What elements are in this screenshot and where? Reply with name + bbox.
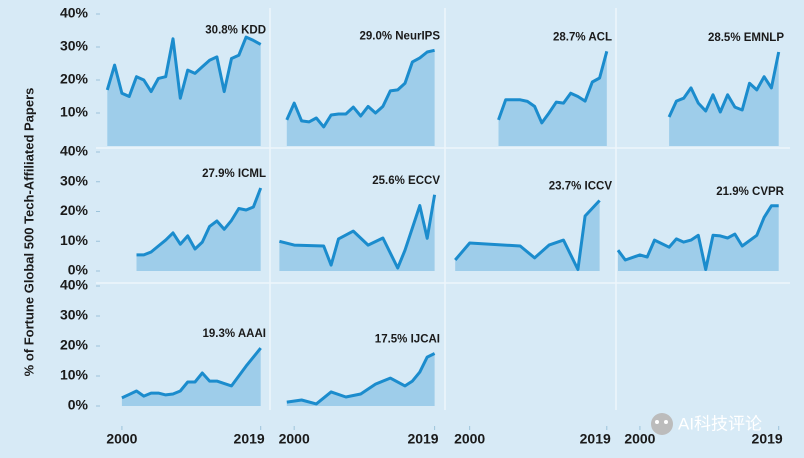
y-tick-label: 0% (68, 262, 89, 278)
x-tick-label: 2019 (752, 431, 783, 447)
line (105, 35, 262, 100)
panel-title: 29.0% NeurIPS (359, 30, 440, 42)
y-tick-label: 30% (60, 307, 89, 323)
panel-title: 23.7% ICCV (549, 181, 613, 193)
x-tick-label: 2019 (580, 431, 611, 447)
area (136, 188, 261, 271)
y-tick-label: 10% (60, 232, 89, 248)
area (286, 353, 435, 406)
x-tick-label: 2000 (279, 431, 310, 447)
panel-title: 21.9% CVPR (716, 186, 784, 198)
area (669, 52, 779, 146)
line (136, 187, 263, 257)
y-tick-label: 10% (60, 104, 89, 120)
line (285, 48, 435, 129)
y-tick-label: 20% (60, 337, 89, 353)
y-tick-label: 40% (60, 143, 89, 159)
x-tick-label: 2019 (407, 431, 438, 447)
area (121, 348, 261, 406)
watermark: AI科技评论 (678, 414, 762, 433)
y-tick-label: 40% (60, 5, 89, 21)
y-tick-label: 20% (60, 202, 89, 218)
line (454, 199, 601, 271)
area (107, 37, 261, 146)
panel-title: 30.8% KDD (205, 24, 266, 36)
line (497, 50, 609, 125)
line (667, 51, 781, 118)
y-tick-label: 30% (60, 38, 89, 54)
y-tick-label: 10% (60, 367, 89, 383)
watermark-icon (651, 413, 673, 435)
y-tick-label: 30% (60, 172, 89, 188)
panel-title: 28.7% ACL (553, 31, 612, 43)
line (616, 204, 779, 271)
panel-title: 17.5% IJCAI (375, 334, 440, 346)
y-tick-label: 0% (68, 397, 89, 413)
x-tick-label: 2000 (624, 431, 655, 447)
area (455, 200, 600, 271)
panel-title: 25.6% ECCV (372, 175, 440, 187)
x-tick-label: 2000 (106, 431, 137, 447)
panel-title: 27.9% ICML (202, 168, 266, 180)
y-axis-label: % of Fortune Global 500 Tech-Affiliated … (21, 88, 36, 377)
panel-title: 28.5% EMNLP (708, 32, 784, 44)
y-tick-label: 20% (60, 71, 89, 87)
panel-title: 19.3% AAAI (203, 328, 267, 340)
line (279, 194, 437, 270)
x-tick-label: 2019 (234, 431, 265, 447)
x-tick-label: 2000 (454, 431, 485, 447)
area (279, 194, 435, 271)
line (121, 347, 262, 400)
y-tick-label: 40% (60, 277, 89, 293)
line (286, 352, 436, 406)
area (286, 50, 435, 146)
area (498, 51, 607, 146)
